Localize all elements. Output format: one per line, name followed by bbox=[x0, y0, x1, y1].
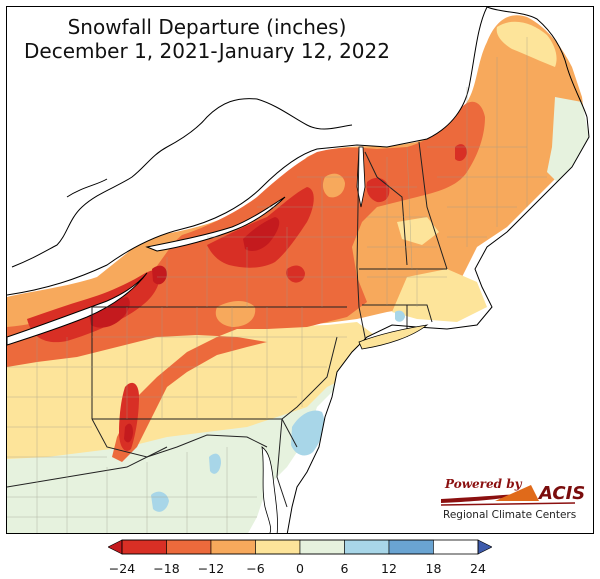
title-line-2: December 1, 2021-January 12, 2022 bbox=[24, 39, 390, 63]
acis-logo: Powered by ACIS Regional Climate Centers bbox=[435, 473, 585, 529]
core-laurel bbox=[124, 423, 133, 443]
long-island bbox=[358, 324, 429, 350]
core-ontario bbox=[243, 217, 280, 251]
map-title: Snowfall Departure (inches) December 1, … bbox=[7, 15, 407, 63]
blue-nj bbox=[291, 410, 325, 456]
colorbar-bin bbox=[210, 539, 256, 555]
dark-red-laurel bbox=[119, 382, 139, 452]
nh-me-border bbox=[418, 141, 448, 270]
nj-border bbox=[281, 336, 338, 448]
colorbar-tick-label: −18 bbox=[153, 561, 180, 576]
core-erie bbox=[89, 297, 130, 328]
blue-wv bbox=[209, 453, 221, 474]
orange-patch-east-ny bbox=[322, 173, 345, 198]
dark-red-nh bbox=[366, 177, 390, 203]
colorbar-tick-label: −12 bbox=[197, 561, 225, 576]
great-lakes bbox=[7, 146, 366, 346]
dark-red-maine bbox=[455, 144, 467, 161]
county-borders bbox=[7, 37, 547, 533]
acis-swoosh bbox=[440, 485, 576, 506]
colorbar-bin bbox=[166, 539, 212, 555]
colorbar-tick-label: 0 bbox=[296, 561, 304, 576]
colorbar-tick-label: −24 bbox=[108, 561, 136, 576]
colorbar-tick-label: 6 bbox=[340, 561, 349, 576]
logo-powered-by: Powered by bbox=[445, 477, 522, 491]
lake-ontario bbox=[145, 196, 286, 252]
us-canada-border bbox=[7, 7, 488, 296]
snowfall-departure-map bbox=[7, 7, 593, 533]
title-line-1: Snowfall Departure (inches) bbox=[67, 15, 347, 39]
atlantic-ocean bbox=[287, 149, 593, 533]
canada-region bbox=[7, 7, 588, 296]
map-frame: Snowfall Departure (inches) December 1, … bbox=[6, 6, 594, 534]
yellow-massachusetts bbox=[392, 269, 487, 322]
ny-east-border bbox=[356, 146, 368, 348]
colorbar-bin bbox=[108, 539, 123, 555]
logo-subtitle: Regional Climate Centers bbox=[443, 509, 577, 521]
red-band bbox=[7, 101, 485, 462]
blue-va bbox=[151, 491, 169, 512]
colorbar-tick-label: 12 bbox=[381, 561, 397, 576]
green-maine-coast bbox=[547, 97, 589, 182]
colorbar-bin bbox=[255, 539, 301, 555]
md-wv-border bbox=[91, 418, 268, 458]
colorbar-tick-label: 24 bbox=[470, 561, 486, 576]
colorbar-tick-label: −6 bbox=[246, 561, 265, 576]
colorbar-bin bbox=[344, 539, 390, 555]
blue-li bbox=[395, 310, 405, 322]
lake-erie bbox=[7, 272, 148, 346]
colorbar-tick-label: 18 bbox=[425, 561, 442, 576]
colorbar bbox=[108, 539, 492, 555]
de-md-border bbox=[276, 418, 288, 508]
dark-red-adirondack bbox=[286, 265, 305, 283]
canada-shore-2 bbox=[66, 178, 108, 198]
chesapeake-bay bbox=[261, 446, 278, 533]
coastline bbox=[286, 116, 590, 533]
yellow-vermont-patch bbox=[397, 217, 439, 245]
colorbar-bin bbox=[121, 539, 167, 555]
yellow-maine-top bbox=[496, 21, 557, 67]
maine-east-border bbox=[486, 7, 588, 118]
ma-south-border bbox=[362, 304, 433, 323]
colorbar-bin bbox=[388, 539, 434, 555]
core-buffalo bbox=[152, 265, 167, 285]
colorbar-bin bbox=[299, 539, 345, 555]
logo-brand: ACIS bbox=[539, 483, 586, 504]
colorbar-bin bbox=[477, 539, 492, 555]
canada-white bbox=[7, 7, 487, 295]
canada-shore bbox=[11, 98, 353, 268]
